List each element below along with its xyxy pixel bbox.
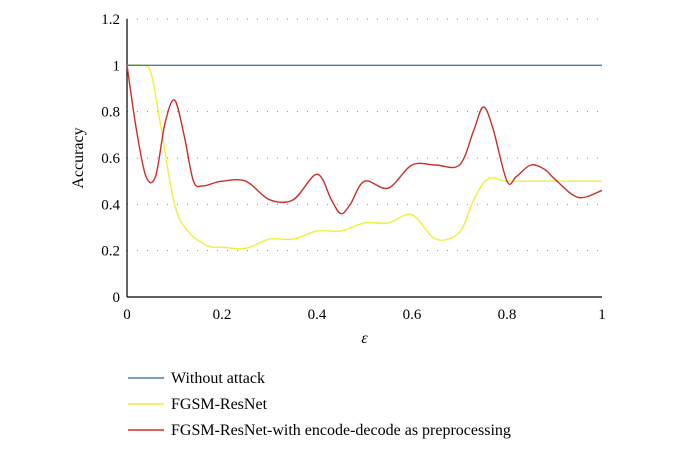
y-tick-label: 0: [113, 290, 121, 306]
y-tick-label: 0.4: [101, 197, 120, 213]
series-line-1: [126, 64, 602, 250]
legend-label-1: FGSM-ResNet: [171, 396, 268, 413]
y-axis-label: Accuracy: [70, 127, 87, 188]
x-tick-label: 0.2: [213, 307, 232, 323]
x-tick-label: 0.4: [308, 307, 327, 323]
legend-label-2: FGSM-ResNet-with encode-decode as prepro…: [171, 422, 511, 439]
series-line-2: [126, 65, 603, 215]
tick-labels: 0 0.2 0.4 0.6 0.8 1 1.2 0 0.2 0.4 0.6 0.8 1: [101, 12, 606, 323]
x-tick-label: 0: [123, 307, 131, 323]
x-tick-label: 1: [598, 307, 606, 323]
y-tick-label: 0.6: [101, 151, 120, 167]
x-tick-label: 0.6: [403, 307, 422, 323]
series-lines: [126, 64, 603, 250]
y-tick-label: 0.8: [101, 105, 120, 121]
gridlines: [127, 18, 602, 252]
y-tick-label: 1: [113, 58, 121, 74]
legend: Without attack FGSM-ResNet FGSM-ResNet-wit…: [128, 370, 511, 439]
x-tick-label: 0.8: [498, 307, 517, 323]
legend-label-0: Without attack: [171, 370, 265, 387]
axes: [126, 19, 602, 298]
y-tick-label: 0.2: [101, 244, 120, 260]
y-tick-label: 1.2: [101, 12, 120, 28]
x-axis-label: ε: [361, 330, 368, 347]
